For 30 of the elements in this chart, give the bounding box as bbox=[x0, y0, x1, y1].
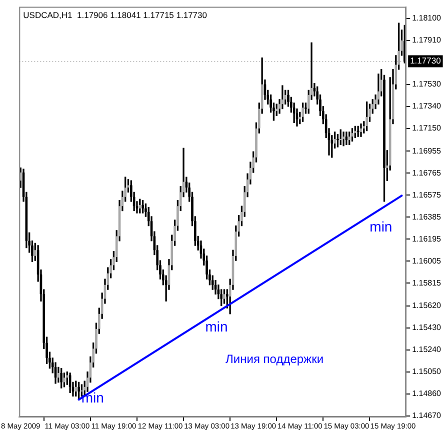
y-tick-label: 1.15050 bbox=[412, 367, 442, 376]
y-tick-label: 1.16575 bbox=[412, 190, 442, 200]
y-tick-label: 1.17340 bbox=[412, 102, 442, 111]
ref-line-label: 1.17730 bbox=[410, 56, 442, 66]
y-tick-label: 1.16955 bbox=[412, 146, 442, 156]
y-tick-label: 1.16005 bbox=[412, 256, 442, 266]
candlestick bbox=[302, 102, 304, 122]
y-tick-label: 1.14670 bbox=[412, 411, 442, 420]
candlestick bbox=[342, 132, 345, 146]
candlestick bbox=[351, 128, 354, 142]
y-tick-label: 1.16385 bbox=[412, 212, 442, 222]
y-tick-label: 1.17150 bbox=[412, 124, 442, 133]
annotation: Линия поддержки bbox=[226, 352, 324, 366]
y-tick-label: 1.16765 bbox=[412, 168, 442, 178]
y-tick-label: 1.15430 bbox=[412, 322, 442, 332]
y-tick-label: 1.14860 bbox=[412, 389, 442, 398]
candlestick bbox=[366, 101, 368, 132]
y-tick-label: 1.15815 bbox=[412, 278, 442, 288]
chart-title: USDCAD,H1 1.17906 1.18041 1.17715 1.17730 bbox=[23, 10, 208, 20]
candlestick bbox=[142, 200, 144, 214]
annotation: min bbox=[370, 218, 392, 234]
y-tick-label: 1.18100 bbox=[412, 14, 442, 23]
y-tick-label: 1.17910 bbox=[412, 36, 442, 45]
y-tick-label: 1.15620 bbox=[412, 300, 442, 310]
candlestick bbox=[336, 134, 339, 148]
annotation: min bbox=[205, 318, 228, 335]
y-tick-label: 1.16195 bbox=[412, 234, 442, 244]
candlestick bbox=[80, 384, 83, 396]
y-tick-label: 1.17530 bbox=[412, 80, 442, 89]
y-tick-label: 1.15240 bbox=[412, 344, 442, 354]
